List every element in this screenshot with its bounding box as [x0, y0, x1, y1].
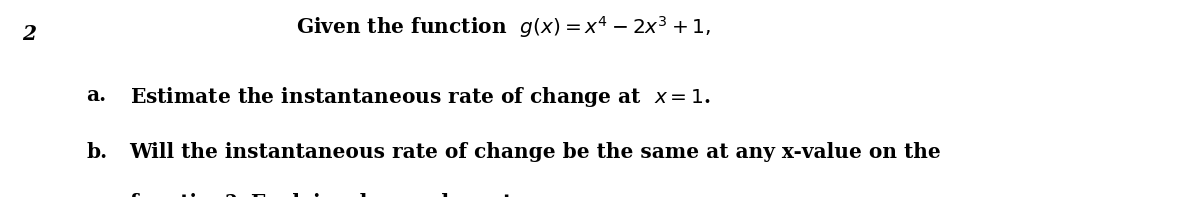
- Text: b.: b.: [86, 142, 108, 162]
- Text: Will the instantaneous rate of change be the same at any x-value on the: Will the instantaneous rate of change be…: [130, 142, 941, 162]
- Text: Given the function  $g(x)=x^4-2x^3+1,$: Given the function $g(x)=x^4-2x^3+1,$: [296, 14, 712, 40]
- Text: Estimate the instantaneous rate of change at  $x=1$.: Estimate the instantaneous rate of chang…: [130, 85, 710, 109]
- Text: function?  Explain why or why not.: function? Explain why or why not.: [130, 193, 518, 197]
- Text: 2: 2: [22, 24, 36, 44]
- Text: a.: a.: [86, 85, 107, 105]
